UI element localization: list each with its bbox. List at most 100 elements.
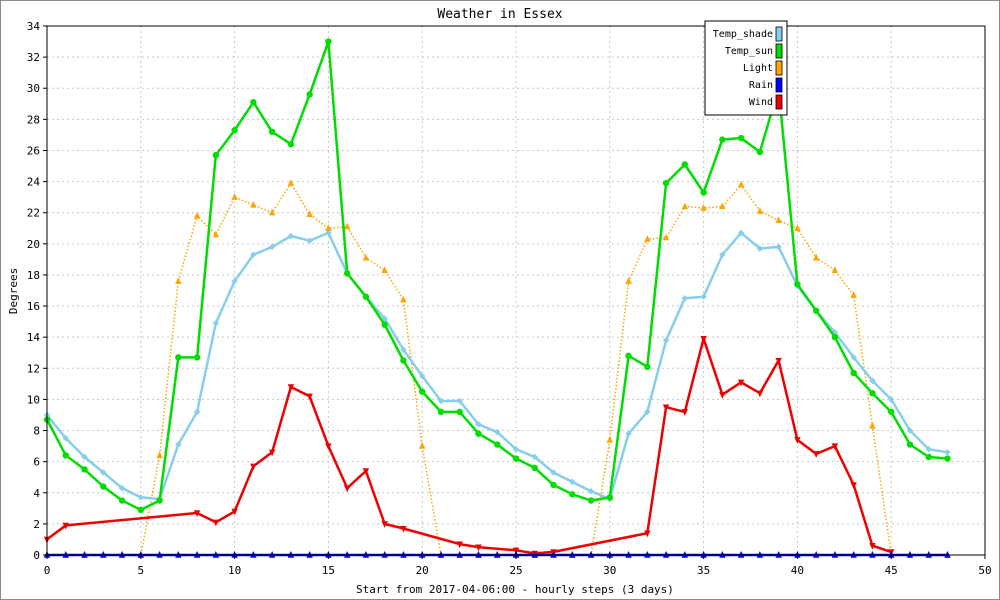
data-point-wind bbox=[475, 544, 482, 552]
data-point-light bbox=[850, 291, 857, 298]
x-tick-label: 5 bbox=[137, 564, 144, 577]
data-point-light bbox=[268, 208, 276, 216]
data-point-temp-sun bbox=[925, 453, 932, 461]
data-point-wind bbox=[775, 357, 782, 365]
data-point-light bbox=[362, 253, 370, 261]
y-tick-label: 32 bbox=[27, 51, 40, 64]
data-point-temp-sun bbox=[231, 127, 238, 134]
data-point-rain bbox=[437, 551, 445, 558]
data-point-light bbox=[231, 193, 238, 200]
data-point-temp-sun bbox=[475, 430, 482, 437]
data-point-rain bbox=[625, 551, 632, 558]
data-point-temp-shade bbox=[325, 229, 332, 237]
data-point-rain bbox=[81, 551, 88, 558]
data-point-temp-sun bbox=[325, 38, 332, 45]
data-point-temp-sun bbox=[531, 464, 538, 472]
x-tick-label: 50 bbox=[978, 564, 991, 577]
data-point-temp-sun bbox=[737, 134, 745, 142]
data-point-rain bbox=[175, 551, 182, 558]
data-point-rain bbox=[606, 551, 613, 558]
data-point-temp-shade bbox=[437, 397, 445, 405]
series-line-light bbox=[47, 182, 948, 556]
data-point-rain bbox=[681, 551, 689, 558]
data-point-rain bbox=[888, 551, 895, 558]
x-tick-label: 30 bbox=[603, 564, 616, 577]
data-point-wind bbox=[850, 482, 857, 489]
data-point-temp-sun bbox=[944, 455, 951, 462]
data-point-light bbox=[625, 277, 632, 284]
data-point-light bbox=[775, 216, 782, 224]
data-point-temp-shade bbox=[456, 397, 463, 405]
y-tick-label: 14 bbox=[27, 331, 41, 344]
data-point-light bbox=[737, 180, 745, 188]
data-point-temp-sun bbox=[550, 481, 557, 489]
data-point-rain bbox=[737, 551, 745, 558]
data-point-wind bbox=[400, 525, 407, 533]
data-point-temp-sun bbox=[888, 408, 895, 416]
x-tick-label: 15 bbox=[322, 564, 335, 577]
y-tick-label: 34 bbox=[27, 20, 41, 33]
data-point-rain bbox=[906, 551, 914, 558]
legend-label-wind: Wind bbox=[749, 97, 773, 108]
data-point-wind bbox=[756, 390, 764, 398]
data-point-wind bbox=[812, 451, 820, 458]
data-point-temp-sun bbox=[62, 452, 69, 459]
data-point-rain bbox=[831, 551, 839, 558]
y-tick-label: 26 bbox=[27, 144, 40, 157]
data-point-wind bbox=[287, 384, 295, 391]
data-point-temp-shade bbox=[81, 453, 88, 461]
data-point-rain bbox=[212, 551, 220, 558]
data-point-light bbox=[325, 224, 332, 231]
data-point-temp-sun bbox=[193, 354, 201, 361]
data-point-rain bbox=[419, 551, 426, 558]
data-point-wind bbox=[250, 463, 257, 471]
data-point-light bbox=[869, 421, 876, 429]
x-tick-label: 10 bbox=[228, 564, 241, 577]
data-point-temp-shade bbox=[906, 427, 914, 434]
data-point-wind bbox=[381, 521, 388, 528]
data-point-light bbox=[381, 266, 388, 273]
data-point-temp-shade bbox=[625, 430, 632, 437]
data-point-temp-sun bbox=[156, 497, 163, 504]
y-axis-label: Degrees bbox=[7, 268, 20, 314]
data-point-temp-sun bbox=[606, 494, 613, 501]
y-tick-label: 0 bbox=[33, 549, 40, 562]
y-tick-label: 10 bbox=[27, 393, 40, 406]
data-point-light bbox=[606, 435, 613, 443]
data-point-wind bbox=[662, 404, 670, 412]
data-point-temp-sun bbox=[756, 148, 764, 156]
legend-swatch-temp-sun bbox=[775, 43, 783, 59]
legend-swatch-temp-shade bbox=[775, 26, 783, 42]
data-point-temp-shade bbox=[681, 295, 689, 302]
y-tick-label: 22 bbox=[27, 207, 40, 220]
data-point-rain bbox=[193, 551, 201, 558]
data-point-temp-shade bbox=[569, 478, 576, 486]
data-point-rain bbox=[512, 551, 520, 558]
data-point-light bbox=[306, 210, 313, 217]
data-point-rain bbox=[494, 551, 501, 558]
data-point-light bbox=[812, 253, 820, 261]
x-tick-label: 0 bbox=[44, 564, 51, 577]
data-point-wind bbox=[306, 393, 313, 401]
data-point-wind bbox=[343, 485, 351, 493]
data-point-temp-shade bbox=[212, 319, 220, 327]
legend-label-temp-sun: Temp_sun bbox=[725, 46, 773, 57]
data-point-rain bbox=[850, 551, 857, 558]
series-rain bbox=[43, 551, 951, 558]
data-point-temp-sun bbox=[287, 141, 295, 148]
data-point-temp-shade bbox=[888, 396, 895, 403]
y-tick-label: 6 bbox=[33, 456, 40, 469]
data-point-light bbox=[719, 202, 726, 210]
data-point-rain bbox=[400, 551, 407, 558]
data-point-temp-shade bbox=[737, 229, 745, 237]
data-point-temp-shade bbox=[250, 251, 257, 258]
data-point-light bbox=[419, 442, 426, 449]
data-point-wind bbox=[362, 468, 370, 475]
data-point-wind bbox=[719, 392, 726, 399]
data-point-temp-sun bbox=[625, 352, 632, 360]
data-point-light bbox=[193, 211, 201, 219]
y-tick-label: 12 bbox=[27, 362, 40, 375]
data-point-rain bbox=[775, 551, 782, 558]
